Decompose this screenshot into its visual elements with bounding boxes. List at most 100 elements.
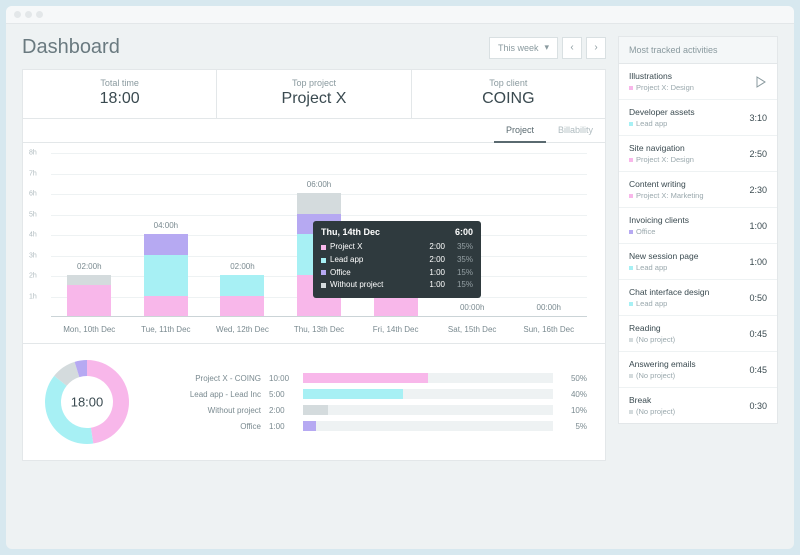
donut-chart: 18:00	[41, 356, 133, 448]
activity-time: 1:00	[749, 257, 767, 267]
bar-top-label: 06:00h	[307, 180, 331, 189]
bar-segment	[67, 275, 111, 285]
bar-segment	[220, 275, 264, 296]
page-title: Dashboard	[22, 36, 120, 59]
stat-label: Top client	[412, 78, 605, 88]
breakdown-list: Project X - COING 10:00 50% Lead app - Le…	[151, 356, 587, 448]
weekly-chart: 8h7h6h5h4h3h2h1h02:00hMon, 10th Dec04:00…	[23, 143, 605, 343]
titlebar	[6, 6, 794, 24]
activity-row[interactable]: Break (No project) 0:30	[619, 388, 777, 423]
activity-project: Project X: Design	[629, 155, 694, 164]
bar-col[interactable]: 02:00hMon, 10th Dec	[51, 153, 128, 316]
activity-title: Site navigation	[629, 143, 694, 153]
activity-title: Invoicing clients	[629, 215, 689, 225]
breakdown-bar	[303, 405, 553, 415]
x-axis-label: Fri, 14th Dec	[373, 325, 419, 334]
bar-top-label: 00:00h	[537, 303, 561, 312]
chart-card: Project Billability 8h7h6h5h4h3h2h1h02:0…	[22, 118, 606, 344]
chart-tooltip: Thu, 14th Dec6:00Project X2:0035%Lead ap…	[313, 221, 481, 298]
activity-row[interactable]: Invoicing clients Office 1:00	[619, 208, 777, 244]
activity-project: (No project)	[629, 407, 675, 416]
activity-row[interactable]: Chat interface design Lead app 0:50	[619, 280, 777, 316]
breakdown-bar	[303, 421, 553, 431]
stat-label: Total time	[23, 78, 216, 88]
activity-row[interactable]: New session page Lead app 1:00	[619, 244, 777, 280]
chevron-down-icon: ▾	[544, 42, 549, 53]
play-icon[interactable]	[755, 76, 767, 88]
bar-segment	[144, 255, 188, 296]
bar-col[interactable]: 00:00hSun, 16th Dec	[510, 153, 587, 316]
activity-row[interactable]: Reading (No project) 0:45	[619, 316, 777, 352]
stat-value: 18:00	[23, 90, 216, 108]
activity-time: 0:50	[749, 293, 767, 303]
breakdown-pct: 50%	[561, 374, 587, 383]
breakdown-pct: 5%	[561, 422, 587, 431]
activity-time: 1:00	[749, 221, 767, 231]
bar-segment	[67, 285, 111, 316]
donut-slice	[45, 376, 93, 444]
x-axis-label: Mon, 10th Dec	[63, 325, 115, 334]
activity-title: Answering emails	[629, 359, 696, 369]
summary-stats: Total time 18:00 Top project Project X T…	[22, 69, 606, 119]
activity-project: Project X: Marketing	[629, 191, 704, 200]
stat-value: COING	[412, 90, 605, 108]
next-button[interactable]: ›	[586, 37, 606, 59]
activity-title: Reading	[629, 323, 675, 333]
period-label: This week	[498, 43, 539, 53]
breakdown-label: Office	[151, 422, 261, 431]
activity-project: Project X: Design	[629, 83, 694, 92]
window-dot	[36, 11, 43, 18]
bar-segment	[374, 296, 418, 317]
activity-project: (No project)	[629, 335, 675, 344]
activity-row[interactable]: Developer assets Lead app 3:10	[619, 100, 777, 136]
bar-segment	[144, 234, 188, 255]
activity-time: 0:45	[749, 365, 767, 375]
bar-col[interactable]: 02:00hWed, 12th Dec	[204, 153, 281, 316]
breakdown-bar	[303, 389, 553, 399]
x-axis-label: Sun, 16th Dec	[523, 325, 574, 334]
breakdown-bar	[303, 373, 553, 383]
bar-segment	[297, 193, 341, 214]
bar-segment	[220, 296, 264, 317]
tab-billability[interactable]: Billability	[546, 119, 605, 142]
tab-project[interactable]: Project	[494, 119, 546, 143]
period-select[interactable]: This week ▾	[489, 37, 558, 59]
activities-title: Most tracked activities	[619, 37, 777, 64]
prev-button[interactable]: ‹	[562, 37, 582, 59]
activity-time: 2:30	[749, 185, 767, 195]
x-axis-label: Wed, 12th Dec	[216, 325, 269, 334]
activities-card: Most tracked activities Illustrations Pr…	[618, 36, 778, 424]
stat-top-project: Top project Project X	[217, 70, 411, 118]
app-window: Dashboard This week ▾ ‹ › Total time 18:…	[6, 6, 794, 549]
activity-row[interactable]: Site navigation Project X: Design 2:50	[619, 136, 777, 172]
breakdown-pct: 10%	[561, 406, 587, 415]
window-dot	[14, 11, 21, 18]
breakdown-time: 5:00	[269, 390, 295, 399]
stat-total-time: Total time 18:00	[23, 70, 217, 118]
activity-title: New session page	[629, 251, 698, 261]
activity-time: 3:10	[749, 113, 767, 123]
activity-row[interactable]: Content writing Project X: Marketing 2:3…	[619, 172, 777, 208]
bar-top-label: 02:00h	[230, 262, 254, 271]
stat-top-client: Top client COING	[412, 70, 605, 118]
breakdown-row: Lead app - Lead Inc 5:00 40%	[151, 389, 587, 399]
breakdown-row: Project X - COING 10:00 50%	[151, 373, 587, 383]
activity-time: 0:45	[749, 329, 767, 339]
stat-label: Top project	[217, 78, 410, 88]
bar-top-label: 04:00h	[154, 221, 178, 230]
activity-title: Chat interface design	[629, 287, 709, 297]
activity-title: Break	[629, 395, 675, 405]
breakdown-time: 10:00	[269, 374, 295, 383]
x-axis-label: Tue, 11th Dec	[141, 325, 190, 334]
activity-row[interactable]: Answering emails (No project) 0:45	[619, 352, 777, 388]
activity-project: Lead app	[629, 119, 695, 128]
bar-segment	[144, 296, 188, 317]
breakdown-label: Project X - COING	[151, 374, 261, 383]
breakdown-row: Without project 2:00 10%	[151, 405, 587, 415]
activity-row[interactable]: Illustrations Project X: Design	[619, 64, 777, 100]
breakdown-pct: 40%	[561, 390, 587, 399]
activity-title: Illustrations	[629, 71, 694, 81]
bar-top-label: 02:00h	[77, 262, 101, 271]
bar-col[interactable]: 04:00hTue, 11th Dec	[128, 153, 205, 316]
breakdown-time: 1:00	[269, 422, 295, 431]
